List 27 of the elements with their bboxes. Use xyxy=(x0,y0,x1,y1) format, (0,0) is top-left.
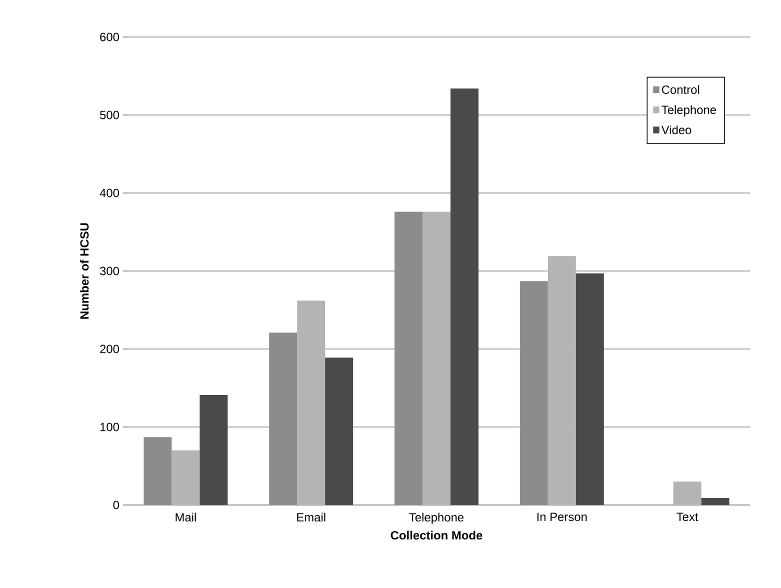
x-axis-title: Collection Mode xyxy=(390,530,482,540)
x-tick-label: Mail xyxy=(176,512,196,522)
bar xyxy=(325,358,354,505)
bar xyxy=(673,482,702,505)
y-tick-label: 300 xyxy=(100,266,120,276)
x-tick-label: In Person xyxy=(537,512,587,522)
x-tick-label: Email xyxy=(297,512,326,522)
legend-label: Telephone xyxy=(662,105,716,116)
x-tick-label: Telephone xyxy=(409,512,464,524)
bar xyxy=(576,273,604,505)
bar xyxy=(701,498,730,505)
bar xyxy=(450,88,479,505)
y-tick-label: 500 xyxy=(100,110,120,120)
bar xyxy=(548,256,576,505)
y-tick-label: 400 xyxy=(100,188,120,198)
y-tick-label: 0 xyxy=(113,500,120,510)
legend-label: Control xyxy=(662,85,700,94)
y-tick-label: 600 xyxy=(100,32,120,42)
y-tick-label: 100 xyxy=(100,422,120,432)
y-axis-title: Number of HCSU xyxy=(80,223,89,319)
bar xyxy=(172,450,200,505)
y-tick-label: 200 xyxy=(100,344,120,354)
bar xyxy=(422,212,451,505)
bar xyxy=(200,395,228,505)
bar xyxy=(297,300,326,505)
x-tick-label: Text xyxy=(676,512,698,522)
legend-label: Video xyxy=(661,125,692,134)
